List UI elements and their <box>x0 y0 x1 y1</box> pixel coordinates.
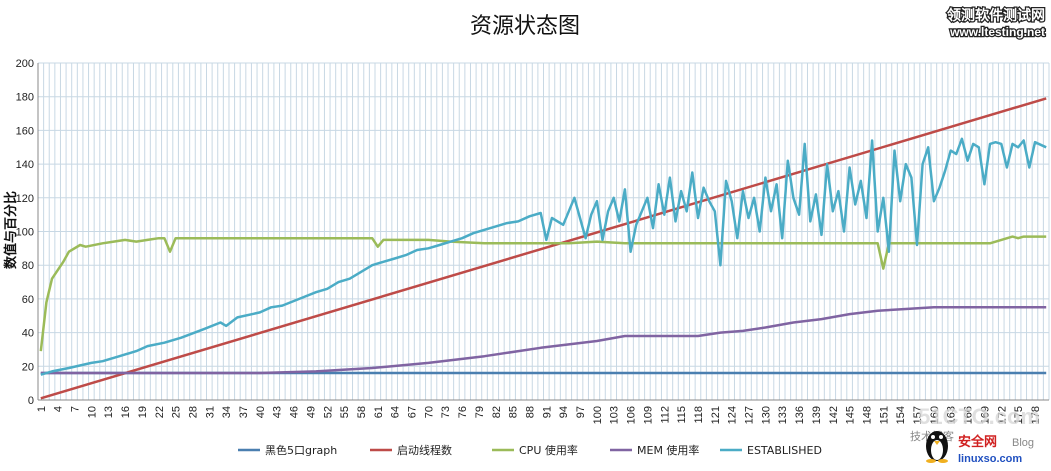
legend-label: 启动线程数 <box>397 443 452 457</box>
x-axis-ticks: 1 4 7 10 13 16 19 22 25 28 31 34 37 40 43 46 49 52 55 58 61 6… <box>36 406 1042 424</box>
x-tick-label: 142 <box>828 406 840 424</box>
x-tick-label: 151 <box>878 406 890 424</box>
watermark-51cto: 51CTO.com <box>918 404 1040 429</box>
x-tick-label: 109 <box>642 406 654 424</box>
x-tick-label: 43 <box>272 406 284 418</box>
x-tick-label: 97 <box>575 406 587 418</box>
legend-label: 黑色5口graph <box>265 443 337 457</box>
x-tick-label: 52 <box>322 406 334 418</box>
x-tick-label: 175 <box>1013 406 1025 424</box>
y-tick-label: 80 <box>22 260 34 272</box>
y-tick-label: 160 <box>16 125 34 137</box>
x-tick-label: 85 <box>508 406 520 418</box>
y-tick-label: 100 <box>16 227 34 239</box>
series-line <box>40 137 1047 376</box>
x-tick-label: 133 <box>777 406 789 424</box>
x-tick-label: 16 <box>120 406 132 418</box>
x-tick-label: 7 <box>70 406 82 412</box>
series-line <box>40 306 1047 375</box>
x-tick-label: 103 <box>609 406 621 424</box>
watermark-ltesting-url: www.ltesting.net <box>949 25 1045 39</box>
x-tick-label: 58 <box>356 406 368 418</box>
x-tick-label: 37 <box>238 406 250 418</box>
x-tick-label: 163 <box>946 406 958 424</box>
y-tick-label: 180 <box>16 92 34 104</box>
x-tick-label: 100 <box>592 406 604 424</box>
x-tick-label: 121 <box>710 406 722 424</box>
watermark-ltesting-cn: 领测软件测试网 <box>947 7 1045 24</box>
y-axis-label: 数值与百分比 <box>3 191 19 269</box>
x-tick-label: 4 <box>53 406 65 412</box>
x-tick-label: 118 <box>693 406 705 424</box>
penguin-logo-icon <box>926 431 948 463</box>
x-tick-label: 154 <box>895 406 907 424</box>
x-tick-label: 178 <box>1030 406 1042 424</box>
x-tick-label: 157 <box>912 406 924 424</box>
x-tick-label: 76 <box>457 406 469 418</box>
x-tick-label: 34 <box>221 406 233 418</box>
x-tick-label: 106 <box>626 406 638 424</box>
watermark-bottom: 51CTO.com 技术博客 安全网 linuxso.com Blog <box>910 404 1040 465</box>
x-tick-label: 28 <box>187 406 199 418</box>
x-tick-label: 82 <box>491 406 503 418</box>
x-tick-label: 124 <box>727 406 739 424</box>
y-tick-label: 200 <box>16 58 34 70</box>
x-tick-label: 127 <box>744 406 756 424</box>
chart-title: 资源状态图 <box>470 14 580 39</box>
y-tick-label: 0 <box>28 395 34 407</box>
y-tick-label: 140 <box>16 159 34 171</box>
x-tick-label: 10 <box>86 406 98 418</box>
x-tick-label: 40 <box>255 406 267 418</box>
legend-label: ESTABLISHED <box>747 444 822 457</box>
x-tick-label: 67 <box>407 406 419 418</box>
x-tick-label: 166 <box>963 406 975 424</box>
x-tick-label: 136 <box>794 406 806 424</box>
x-tick-label: 64 <box>390 406 402 418</box>
y-tick-label: 20 <box>22 361 34 373</box>
x-tick-label: 139 <box>811 406 823 424</box>
x-tick-label: 79 <box>474 406 486 418</box>
x-tick-label: 61 <box>373 406 385 418</box>
watermark-blog: Blog <box>1012 437 1034 449</box>
legend-label: CPU 使用率 <box>519 443 578 457</box>
x-tick-label: 13 <box>103 406 115 418</box>
watermark-top: 领测软件测试网 www.ltesting.net <box>946 6 1047 41</box>
x-tick-label: 22 <box>154 406 166 418</box>
x-tick-label: 1 <box>36 406 48 412</box>
x-tick-label: 172 <box>996 406 1008 424</box>
x-tick-label: 88 <box>524 406 536 418</box>
x-tick-label: 73 <box>440 406 452 418</box>
x-tick-label: 46 <box>289 406 301 418</box>
legend: 黑色5口graph 启动线程数 CPU 使用率 MEM 使用率 ESTABLISHED <box>238 443 822 457</box>
y-axis-ticks: 0 20 40 60 80 100 120 140 160 180 200 <box>16 58 34 407</box>
x-tick-label: 112 <box>659 406 671 424</box>
x-tick-label: 130 <box>760 406 772 424</box>
x-tick-label: 115 <box>676 406 688 424</box>
x-tick-label: 25 <box>171 406 183 418</box>
legend-label: MEM 使用率 <box>637 443 699 457</box>
x-tick-label: 55 <box>339 406 351 418</box>
series-line <box>40 97 1047 400</box>
x-tick-label: 145 <box>845 406 857 424</box>
watermark-linuxso: linuxso.com <box>958 453 1022 465</box>
x-tick-label: 91 <box>541 406 553 418</box>
x-tick-label: 70 <box>423 406 435 418</box>
y-tick-label: 40 <box>22 328 34 340</box>
x-tick-label: 169 <box>979 406 991 424</box>
y-tick-label: 120 <box>16 193 34 205</box>
x-tick-label: 49 <box>305 406 317 418</box>
x-tick-label: 19 <box>137 406 149 418</box>
x-tick-label: 148 <box>861 406 873 424</box>
x-tick-label: 31 <box>204 406 216 418</box>
x-tick-label: 94 <box>558 406 570 418</box>
watermark-anquanwang: 安全网 <box>958 434 997 450</box>
series-lines <box>39 97 1047 400</box>
x-tick-label: 160 <box>929 406 941 424</box>
y-tick-label: 60 <box>22 294 34 306</box>
